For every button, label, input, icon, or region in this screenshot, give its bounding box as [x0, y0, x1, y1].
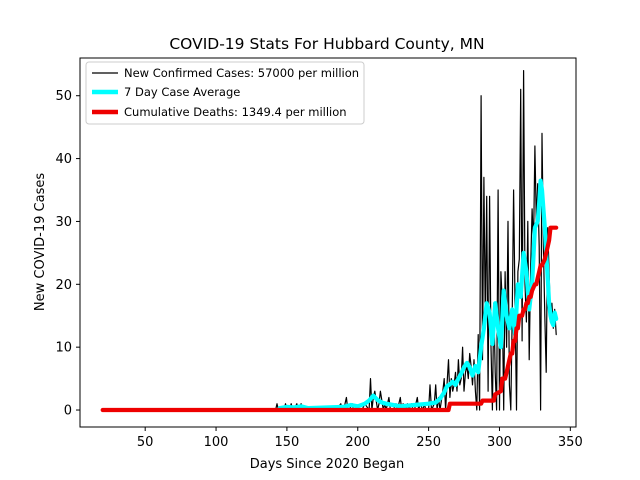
- legend-label-7-day-average: 7 Day Case Average: [124, 85, 240, 99]
- x-axis: 50 100 150 200 250 300 350: [137, 427, 583, 450]
- y-tick-label: 20: [55, 278, 72, 293]
- x-tick-label: 350: [558, 435, 583, 450]
- legend-box: [85, 61, 365, 125]
- y-tick-label: 40: [55, 152, 72, 167]
- y-tick-label: 0: [64, 404, 72, 419]
- y-tick-label: 50: [55, 89, 72, 104]
- x-tick-label: 100: [204, 435, 229, 450]
- x-tick-label: 300: [487, 435, 512, 450]
- x-tick-label: 200: [345, 435, 370, 450]
- legend-label-cumulative-deaths: Cumulative Deaths: 1349.4 per million: [124, 105, 347, 119]
- x-tick-label: 50: [137, 435, 154, 450]
- x-axis-title: Days Since 2020 Began: [250, 457, 405, 472]
- legend: New Confirmed Cases: 57000 per million 7…: [85, 61, 365, 125]
- series-line-7-day-case-average: [277, 178, 559, 411]
- y-tick-label: 10: [55, 341, 72, 356]
- y-tick-label: 30: [55, 215, 72, 230]
- series-layer: [100, 69, 559, 413]
- x-tick-label: 150: [274, 435, 299, 450]
- plot-frame: [79, 57, 577, 428]
- y-axis-title: New COVID-19 Cases: [33, 173, 48, 311]
- legend-label-new-cases: New Confirmed Cases: 57000 per million: [124, 66, 359, 80]
- y-axis: 0 10 20 30 40 50: [55, 89, 80, 419]
- chart-title: COVID-19 Stats For Hubbard County, MN: [169, 35, 484, 53]
- x-tick-label: 250: [416, 435, 441, 450]
- series-line-cumulative-deaths-1349-4-per-m: [100, 225, 559, 413]
